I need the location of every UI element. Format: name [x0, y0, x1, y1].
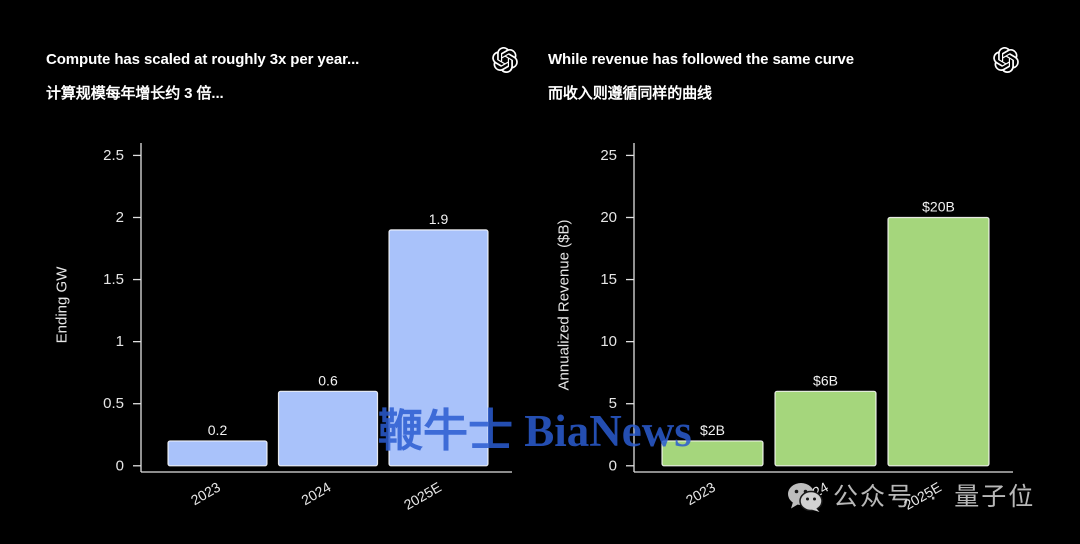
data-label-2023: $2B: [700, 422, 725, 438]
revenue-chart-subtitle: 而收入则遵循同样的曲线: [548, 85, 712, 102]
bar-2023: [167, 440, 268, 467]
y-tick-label: 1.5: [103, 271, 124, 288]
compute-chart-title: Compute has scaled at roughly 3x per yea…: [46, 51, 360, 68]
data-label-2025e: 1.9: [429, 211, 449, 227]
bar-2025e: [887, 216, 990, 467]
openai-logo-icon: [492, 47, 518, 73]
bar-2023: [661, 440, 764, 467]
y-tick-label: 2.5: [103, 147, 124, 164]
revenue-chart: 0510152025$2B2023$6B2024$20B2025EAnnuali…: [556, 143, 1013, 513]
y-axis-label: Ending GW: [54, 266, 71, 344]
compute-chart: 0 0.5 1 1.5 2 2.5 0.2 2023 0.6 2024 1.9 2025E Ending…: [54, 143, 512, 513]
y-tick-label: 25: [600, 147, 617, 164]
y-tick-label: 0: [116, 457, 124, 474]
y-tick-label: 15: [600, 271, 617, 288]
y-tick-label: 0: [609, 457, 617, 474]
y-axis-label: Annualized Revenue ($B): [556, 220, 573, 391]
wechat-account-label: 公众号 · 量子位: [833, 483, 1036, 511]
wechat-watermark: 公众号 · 量子位: [787, 481, 1035, 513]
bar-2025e: [388, 229, 489, 467]
y-tick-label: 1: [116, 333, 124, 350]
y-tick-label: 2: [116, 209, 124, 226]
bianews-watermark: 鞭牛士 BiaNews: [378, 406, 692, 456]
data-label-2025e: $20B: [922, 198, 955, 214]
revenue-chart-title: While revenue has followed the same curv…: [548, 51, 855, 68]
y-tick-label: 10: [600, 333, 617, 350]
bar-2024: [774, 390, 877, 467]
x-tick-label-2025e: 2025E: [401, 479, 444, 513]
wechat-icon: [788, 483, 823, 512]
x-tick-label-2024: 2024: [299, 479, 334, 509]
y-tick-label: 0.5: [103, 395, 124, 412]
openai-logo-icon: [993, 47, 1019, 73]
x-tick-label-2023: 2023: [188, 479, 223, 509]
y-tick-label: 20: [600, 209, 617, 226]
data-label-2023: 0.2: [208, 422, 228, 438]
compute-chart-subtitle: 计算规模每年增长约 3 倍...: [46, 85, 224, 102]
data-label-2024: 0.6: [318, 372, 338, 388]
x-tick-label-2023: 2023: [683, 479, 718, 509]
y-tick-label: 5: [609, 395, 617, 412]
data-label-2024: $6B: [813, 372, 838, 388]
bar-2024: [277, 390, 379, 467]
